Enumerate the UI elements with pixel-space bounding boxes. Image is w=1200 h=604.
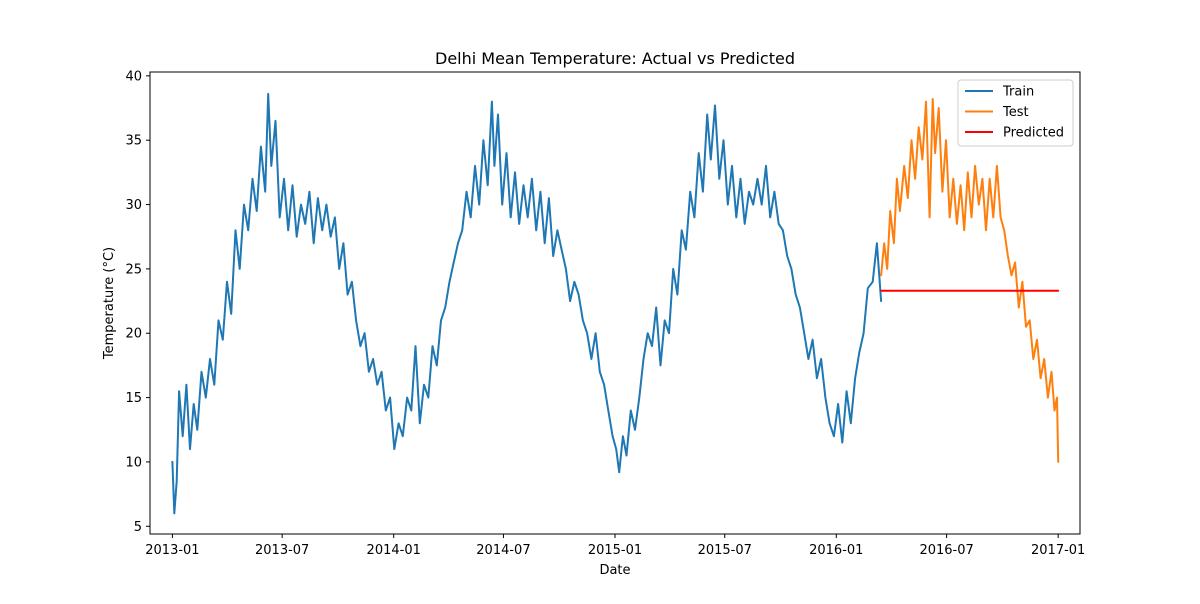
y-tick-label: 30	[125, 198, 142, 213]
y-tick-label: 40	[125, 69, 142, 84]
x-tick-label: 2016-01	[809, 543, 863, 558]
x-tick-label: 2014-01	[367, 543, 421, 558]
y-tick-label: 35	[125, 134, 142, 149]
y-tick-label: 5	[134, 520, 142, 535]
x-tick-label: 2015-07	[698, 543, 752, 558]
x-tick-label: 2016-07	[919, 543, 973, 558]
legend-box	[957, 79, 1074, 147]
y-axis-label: Temperature (°C)	[102, 247, 117, 360]
y-tick-label: 20	[125, 327, 142, 342]
y-tick-label: 10	[125, 455, 142, 470]
x-tick-label: 2017-01	[1031, 543, 1085, 558]
x-tick-label: 2015-01	[588, 543, 642, 558]
plot-area	[149, 71, 1081, 535]
chart-title: Delhi Mean Temperature: Actual vs Predic…	[435, 49, 795, 68]
series-layer	[171, 92, 1060, 515]
x-tick-label: 2014-07	[476, 543, 530, 558]
x-tick-label: 2013-01	[145, 543, 199, 558]
x-axis: 2013-01 2013-07 2014-01 2014-07 2015-01 2015-…	[145, 534, 1085, 558]
legend-label-train: Train	[1002, 85, 1034, 100]
legend-label-test: Test	[1002, 105, 1029, 120]
legend: Train Test Predicted	[957, 79, 1074, 147]
y-tick-label: 15	[125, 391, 142, 406]
x-axis-label: Date	[599, 563, 630, 578]
x-tick-label: 2013-07	[255, 543, 309, 558]
legend-label-predicted: Predicted	[1003, 126, 1064, 141]
series-line-test	[880, 98, 1060, 463]
series-line-train	[171, 92, 883, 515]
y-tick-label: 25	[125, 262, 142, 277]
y-axis: 5 10 15 20 25 30 35 40	[125, 69, 150, 535]
